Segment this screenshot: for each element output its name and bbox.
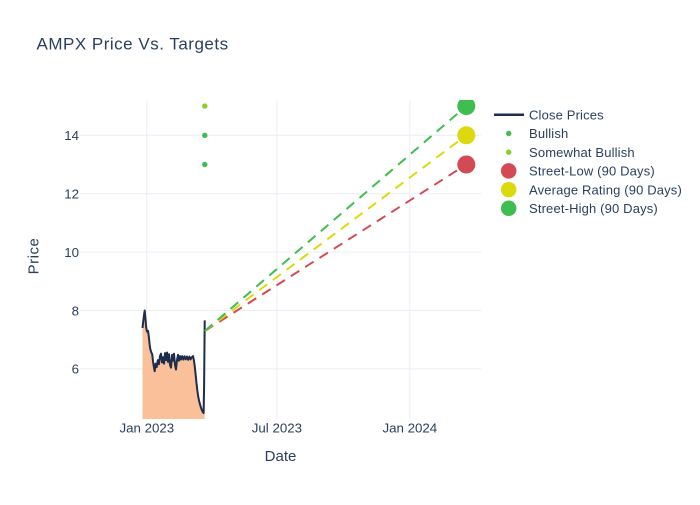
svg-text:8: 8	[72, 303, 79, 318]
svg-text:Jul 2023: Jul 2023	[252, 421, 302, 436]
svg-text:Price: Price	[26, 238, 43, 275]
svg-text:6: 6	[72, 362, 79, 377]
svg-text:Street-Low (90 Days): Street-Low (90 Days)	[529, 164, 655, 179]
svg-text:Jan 2024: Jan 2024	[382, 421, 437, 436]
svg-text:10: 10	[64, 245, 79, 260]
svg-text:Average Rating (90 Days): Average Rating (90 Days)	[529, 182, 682, 197]
svg-text:12: 12	[64, 187, 79, 202]
svg-text:Close Prices: Close Prices	[529, 108, 604, 123]
svg-text:14: 14	[64, 128, 79, 143]
svg-text:Date: Date	[265, 448, 297, 465]
svg-text:Jan 2023: Jan 2023	[119, 421, 174, 436]
svg-text:AMPX Price Vs. Targets: AMPX Price Vs. Targets	[37, 34, 229, 53]
svg-text:Bullish: Bullish	[529, 126, 568, 141]
svg-text:Somewhat Bullish: Somewhat Bullish	[529, 145, 635, 160]
svg-text:Street-High (90 Days): Street-High (90 Days)	[529, 201, 658, 216]
